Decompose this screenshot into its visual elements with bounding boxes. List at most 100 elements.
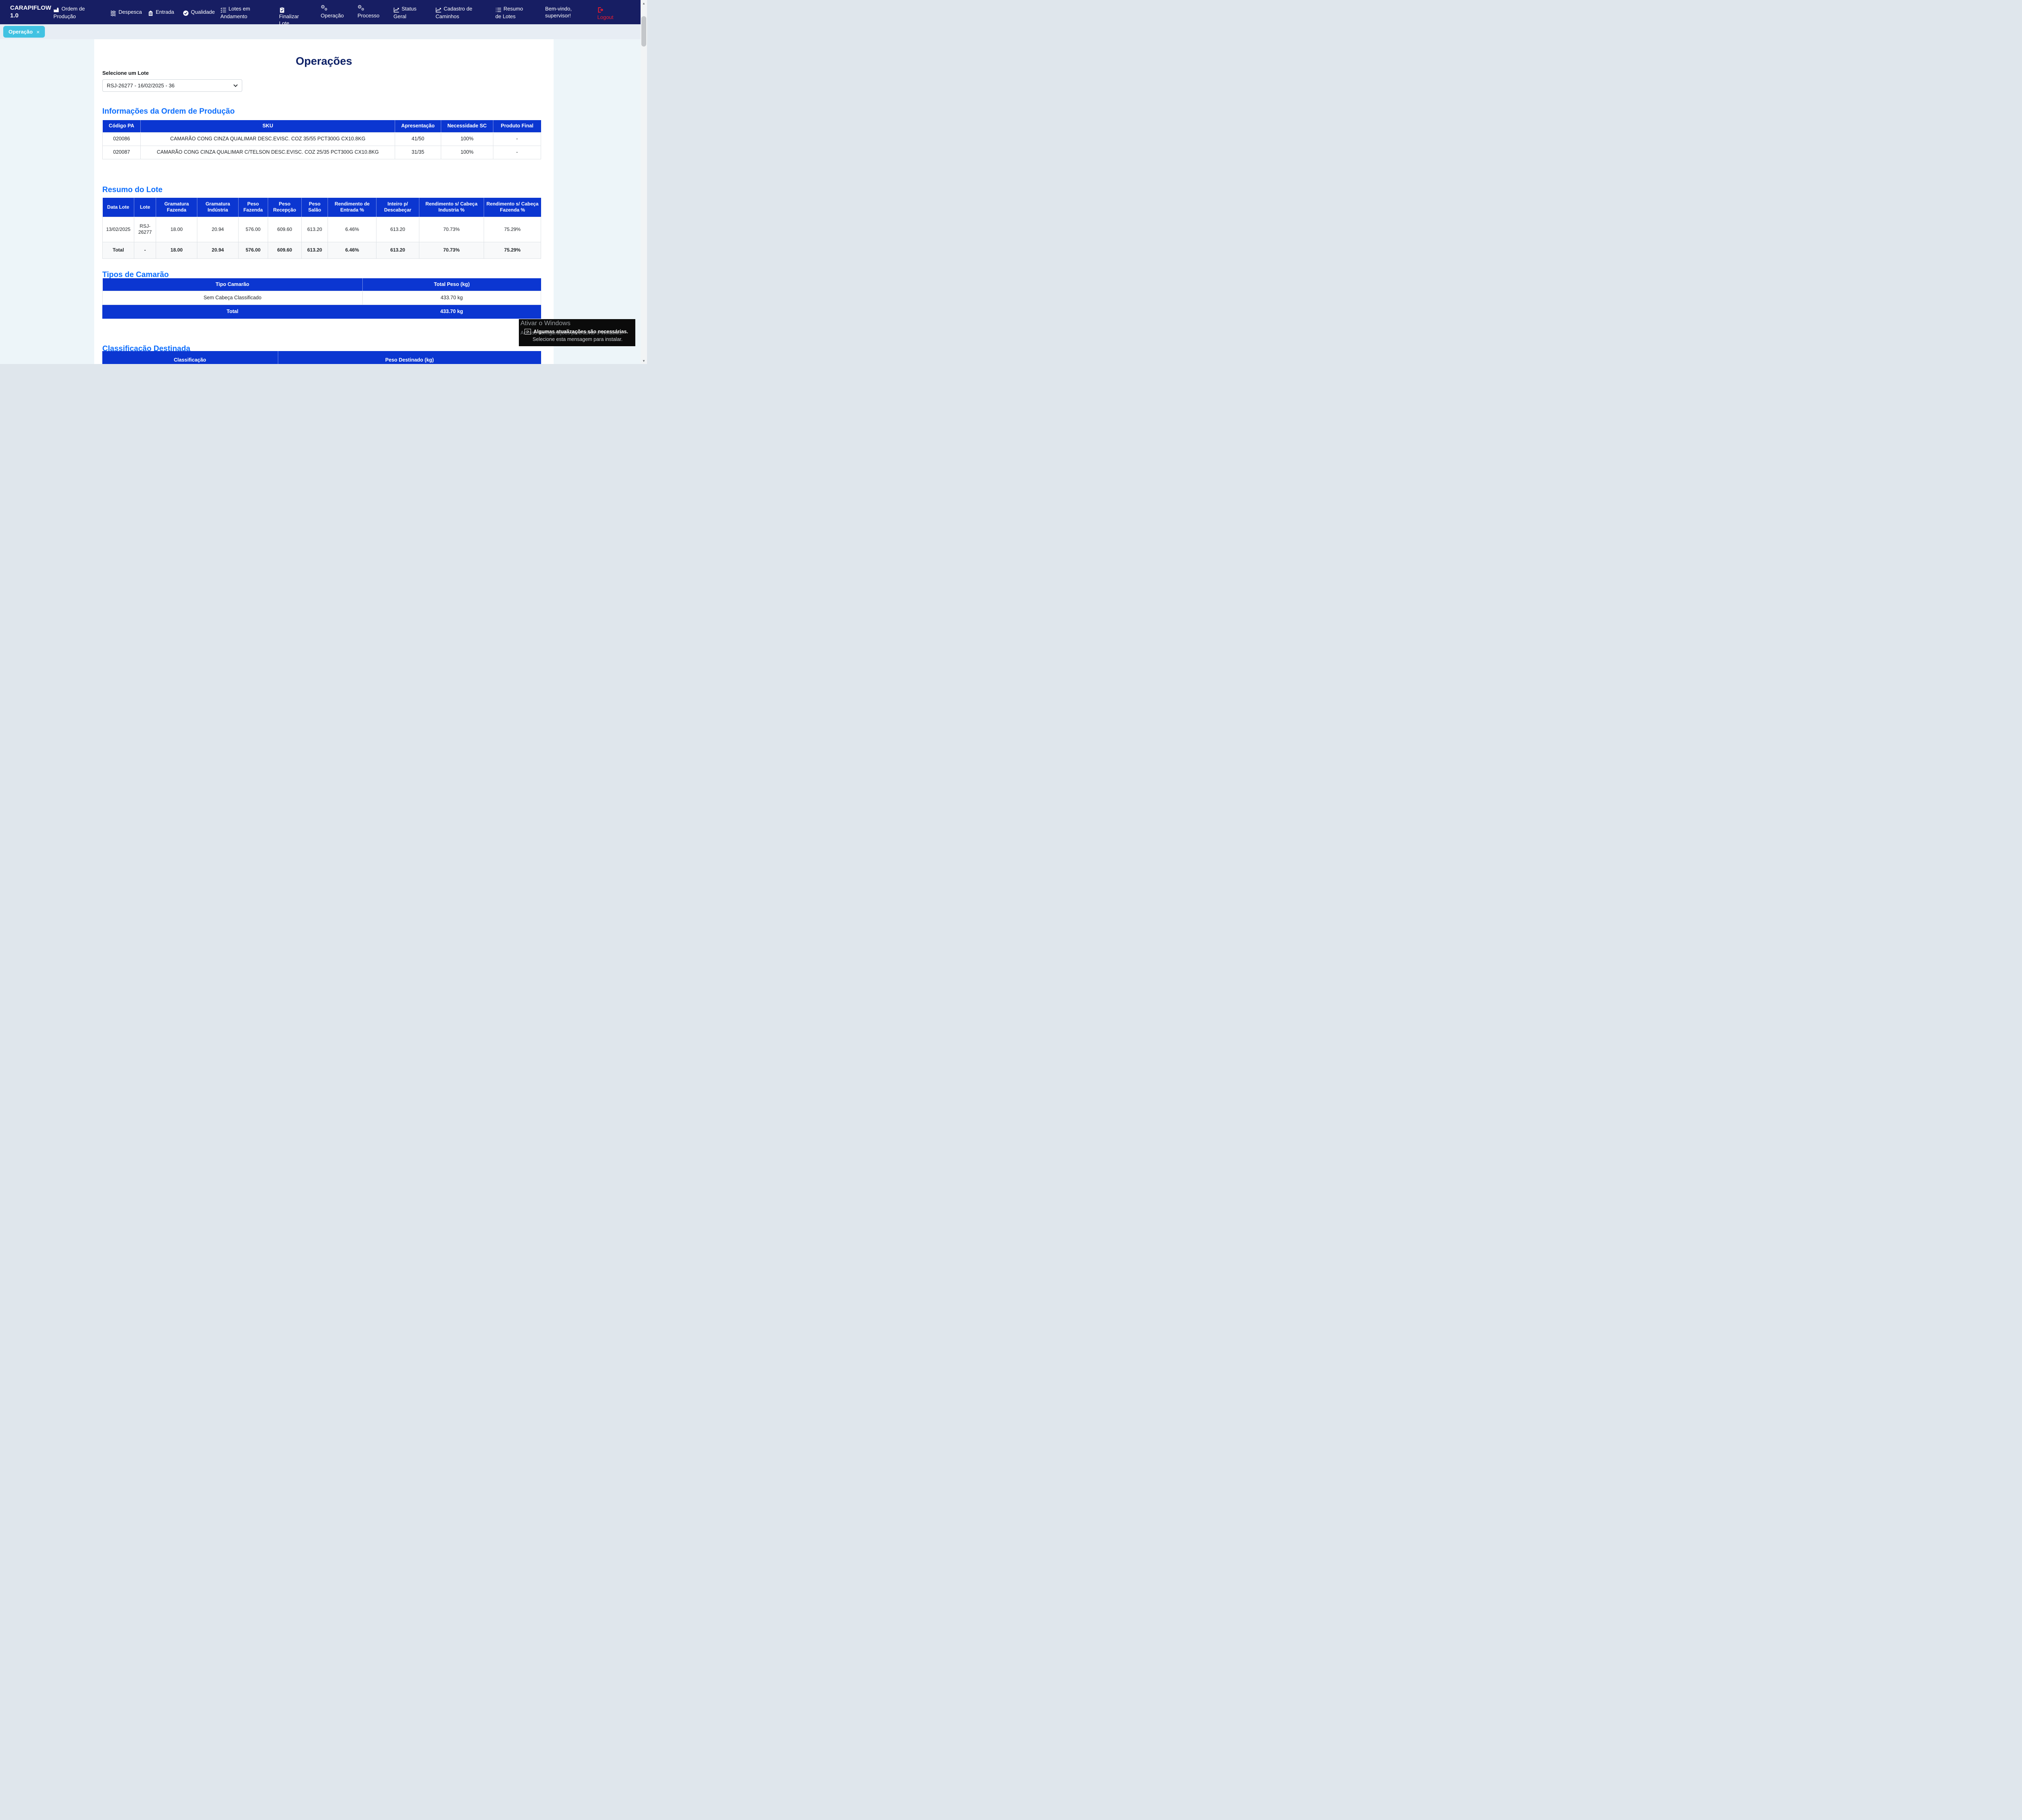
nav-item-label: Lotes em Andamento (220, 6, 250, 20)
column-header: Rendimento s/ Cabeça Industria % (419, 198, 484, 217)
total-row: Total 433.70 kg (102, 304, 541, 319)
column-header: Rendimento de Entrada % (328, 198, 377, 217)
table-cell: 609.60 (267, 216, 302, 242)
column-header: Apresentação (395, 120, 441, 132)
table-cell: Total (102, 304, 363, 319)
gears-icon: ⚙ ⚙ (357, 4, 364, 11)
nav-item-ordem-de-producao[interactable]: Ordem de Produção (53, 5, 90, 20)
nav-item-label: Ordem de Produção (53, 6, 85, 20)
factory-icon (53, 6, 59, 13)
windows-watermark-line2: Acesse configurações para ativar o Windo… (520, 330, 623, 336)
vertical-scrollbar[interactable]: ▲ ▼ (641, 0, 647, 364)
scrollbar-down-arrow[interactable]: ▼ (642, 359, 645, 363)
nav-item-qualidade[interactable]: Qualidade (183, 8, 215, 16)
column-header: Gramatura Fazenda (156, 198, 198, 217)
close-icon[interactable]: × (36, 28, 40, 35)
nav-item-label: Qualidade (191, 9, 215, 15)
nav-item-label: Entrada (156, 9, 174, 15)
nav-item-entrada[interactable]: Entrada (148, 8, 174, 16)
table-cell: 20.94 (197, 241, 239, 259)
table-cell: 6.46% (328, 216, 377, 242)
nav-item-operacao[interactable]: ⚙ ⚙ Operação (321, 4, 346, 19)
logout-button[interactable]: Logout (597, 5, 620, 21)
table-cell: 18.00 (156, 241, 198, 259)
table-cell: Sem Cabeça Classificado (102, 290, 363, 305)
table-cell: 433.70 kg (362, 304, 541, 319)
resumo-table: Data Lote Lote Gramatura Fazenda Gramatura … (102, 198, 541, 259)
column-header: Classificação (102, 351, 278, 364)
table-cell: 433.70 kg (362, 290, 541, 305)
table-cell: 613.20 (376, 216, 419, 242)
table-cell: 020087 (102, 145, 141, 159)
column-header: Produto Final (493, 120, 541, 132)
list-check-icon (220, 6, 226, 13)
table-cell: 613.20 (376, 241, 419, 259)
tipos-table: Tipo Camarão Total Peso (kg) Sem Cabeça Cl… (102, 278, 541, 319)
section-heading-classificacao: Classificação Destinada (102, 344, 190, 353)
table-row: 020086 CAMARÃO CONG CINZA QUALIMAR DESC.E… (102, 132, 541, 146)
chart-line-icon (393, 6, 400, 13)
table-cell: 70.73% (419, 241, 484, 259)
nav-item-status-geral[interactable]: Status Geral (393, 5, 417, 20)
table-row: 020087 CAMARÃO CONG CINZA QUALIMAR C/TELS… (102, 145, 541, 159)
nav-item-despesca[interactable]: Despesca (110, 8, 142, 17)
nav-item-processo[interactable]: ⚙ ⚙ Processo (357, 4, 382, 19)
check-circle-icon (183, 9, 189, 16)
nav-item-label: Despesca (118, 9, 142, 15)
lot-select[interactable]: RSJ-26277 - 16/02/2025 - 36 (102, 79, 242, 92)
nav-item-lotes-em-andamento[interactable]: Lotes em Andamento (220, 5, 254, 20)
table-cell: - (493, 145, 541, 159)
column-header: Rendimento s/ Cabeça Fazenda % (484, 198, 541, 217)
table-row: 13/02/2025 RSJ-26277 18.00 20.94 576.00 609.6… (102, 216, 541, 242)
table-cell: 18.00 (156, 216, 198, 242)
table-cell: 13/02/2025 (102, 216, 135, 242)
nav-item-finalizar-lote[interactable]: Finalizar Lote (279, 5, 305, 27)
chart-line-icon (436, 6, 442, 13)
tab-operacao[interactable]: Operação × (3, 26, 45, 38)
toast-subtitle: Selecione esta mensagem para instalar. (533, 336, 623, 342)
nav-item-label: Status Geral (393, 6, 417, 20)
section-heading-tipos: Tipos de Camarão (102, 270, 169, 279)
table-cell: - (134, 241, 157, 259)
box-icon (148, 9, 154, 16)
nav-item-cadastro-de-caminhos[interactable]: Cadastro de Caminhos (436, 5, 473, 20)
scrollbar-thumb[interactable] (641, 16, 646, 47)
table-cell: 020086 (102, 132, 141, 146)
nav-welcome-text: Bem-vindo, supervisor! (545, 6, 572, 19)
table-header-row: Tipo Camarão Total Peso (kg) (102, 278, 541, 291)
section-heading-ordem: Informações da Ordem de Produção (102, 107, 235, 116)
table-cell: 41/50 (395, 132, 441, 146)
column-header: Código PA (102, 120, 141, 132)
nav-item-label: Processo (357, 13, 380, 19)
windows-watermark-line1: Ativar o Windows (520, 320, 571, 327)
nav-item-label: Operação (321, 13, 344, 19)
nav-item-resumo-de-lotes[interactable]: Resumo de Lotes (495, 5, 525, 20)
column-header: Necessidade SC (441, 120, 493, 132)
column-header: Total Peso (kg) (362, 278, 541, 291)
column-header: Lote (134, 198, 157, 217)
table-cell: 576.00 (238, 241, 268, 259)
table-header-row: Classificação Peso Destinado (kg) (102, 351, 541, 364)
navbar: CARAPIFLOW 1.0 Ordem de Produção Despesc… (0, 0, 641, 27)
total-row: Total -18.00 20.94 576.00 609.60 613.20 6.46% 6… (102, 241, 541, 259)
column-header: Tipo Camarão (102, 278, 363, 291)
toast-title: Algumas atualizações são necessárias. (533, 329, 628, 334)
nav-item-label: Finalizar Lote (279, 13, 299, 27)
column-header: Peso Salão (301, 198, 328, 217)
classificacao-table: Classificação Peso Destinado (kg) (102, 351, 541, 364)
column-header: Gramatura Indústria (197, 198, 239, 217)
windows-update-toast[interactable]: Ativar o Windows Acesse configurações pa… (519, 319, 635, 346)
table-row: Sem Cabeça Classificado 433.70 kg (102, 290, 541, 305)
table-cell: 31/35 (395, 145, 441, 159)
list-icon (495, 6, 501, 13)
gears-icon: ⚙ ⚙ (321, 4, 328, 11)
brand-logo[interactable]: CARAPIFLOW 1.0 (10, 4, 51, 19)
logout-icon (597, 6, 603, 13)
scrollbar-up-arrow[interactable]: ▲ (642, 1, 645, 5)
nav-item-label: Cadastro de Caminhos (436, 6, 472, 20)
main-card: Operações Selecione um Lote RSJ-26277 - … (94, 39, 554, 364)
tab-strip: Operação × (0, 24, 641, 39)
app-window: CARAPIFLOW 1.0 Ordem de Produção Despesc… (0, 0, 647, 364)
column-header: SKU (140, 120, 396, 132)
table-cell: 100% (440, 132, 493, 146)
